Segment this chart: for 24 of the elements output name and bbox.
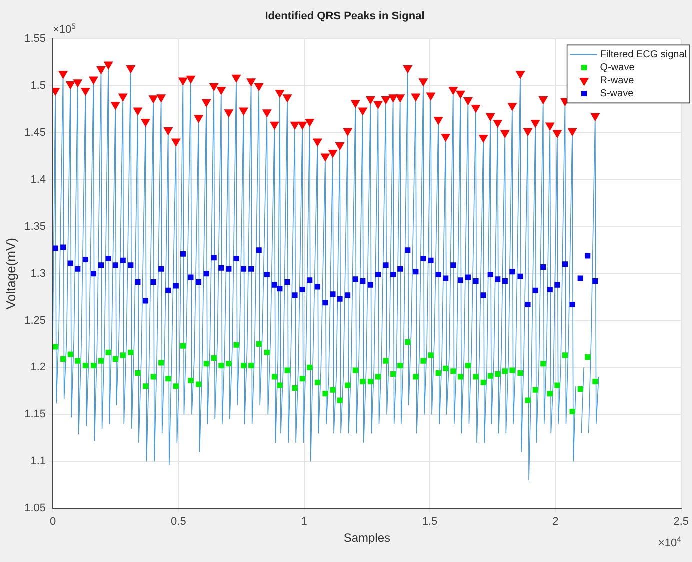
x-tick-label: 1	[301, 516, 308, 528]
x-tick-label: 1.5	[422, 516, 438, 528]
x-axis-title: Samples	[344, 531, 391, 546]
y-tick-label: 1.25	[24, 314, 46, 327]
legend-label: S-wave	[600, 88, 634, 100]
y-tick-label: 1.4	[30, 174, 46, 186]
y-tick-label: 1.55	[24, 33, 46, 46]
x-tick-label: 2	[552, 516, 559, 528]
y-tick-label: 1.45	[24, 127, 46, 140]
y-tick-label: 1.2	[30, 362, 46, 374]
chart-title: Identified QRS Peaks in Signal	[265, 10, 425, 23]
y-tick-label: 1.35	[24, 220, 46, 233]
legend-label: Filtered ECG signal	[600, 49, 688, 60]
y-tick-label: 1.1	[30, 456, 46, 468]
x-tick-label: 0	[50, 516, 56, 528]
x-tick-label: 2.5	[674, 516, 690, 528]
y-axis-title: Voltage(mV)	[3, 238, 18, 310]
legend-label: Q-wave	[600, 62, 636, 74]
legend-label: R-wave	[600, 75, 635, 86]
y-tick-label: 1.15	[24, 408, 46, 421]
y-tick-label: 1.3	[30, 268, 46, 280]
y-tick-label: 1.5	[30, 80, 46, 92]
x-tick-label: 0.5	[171, 516, 186, 528]
y-tick-label: 1.05	[24, 502, 46, 514]
